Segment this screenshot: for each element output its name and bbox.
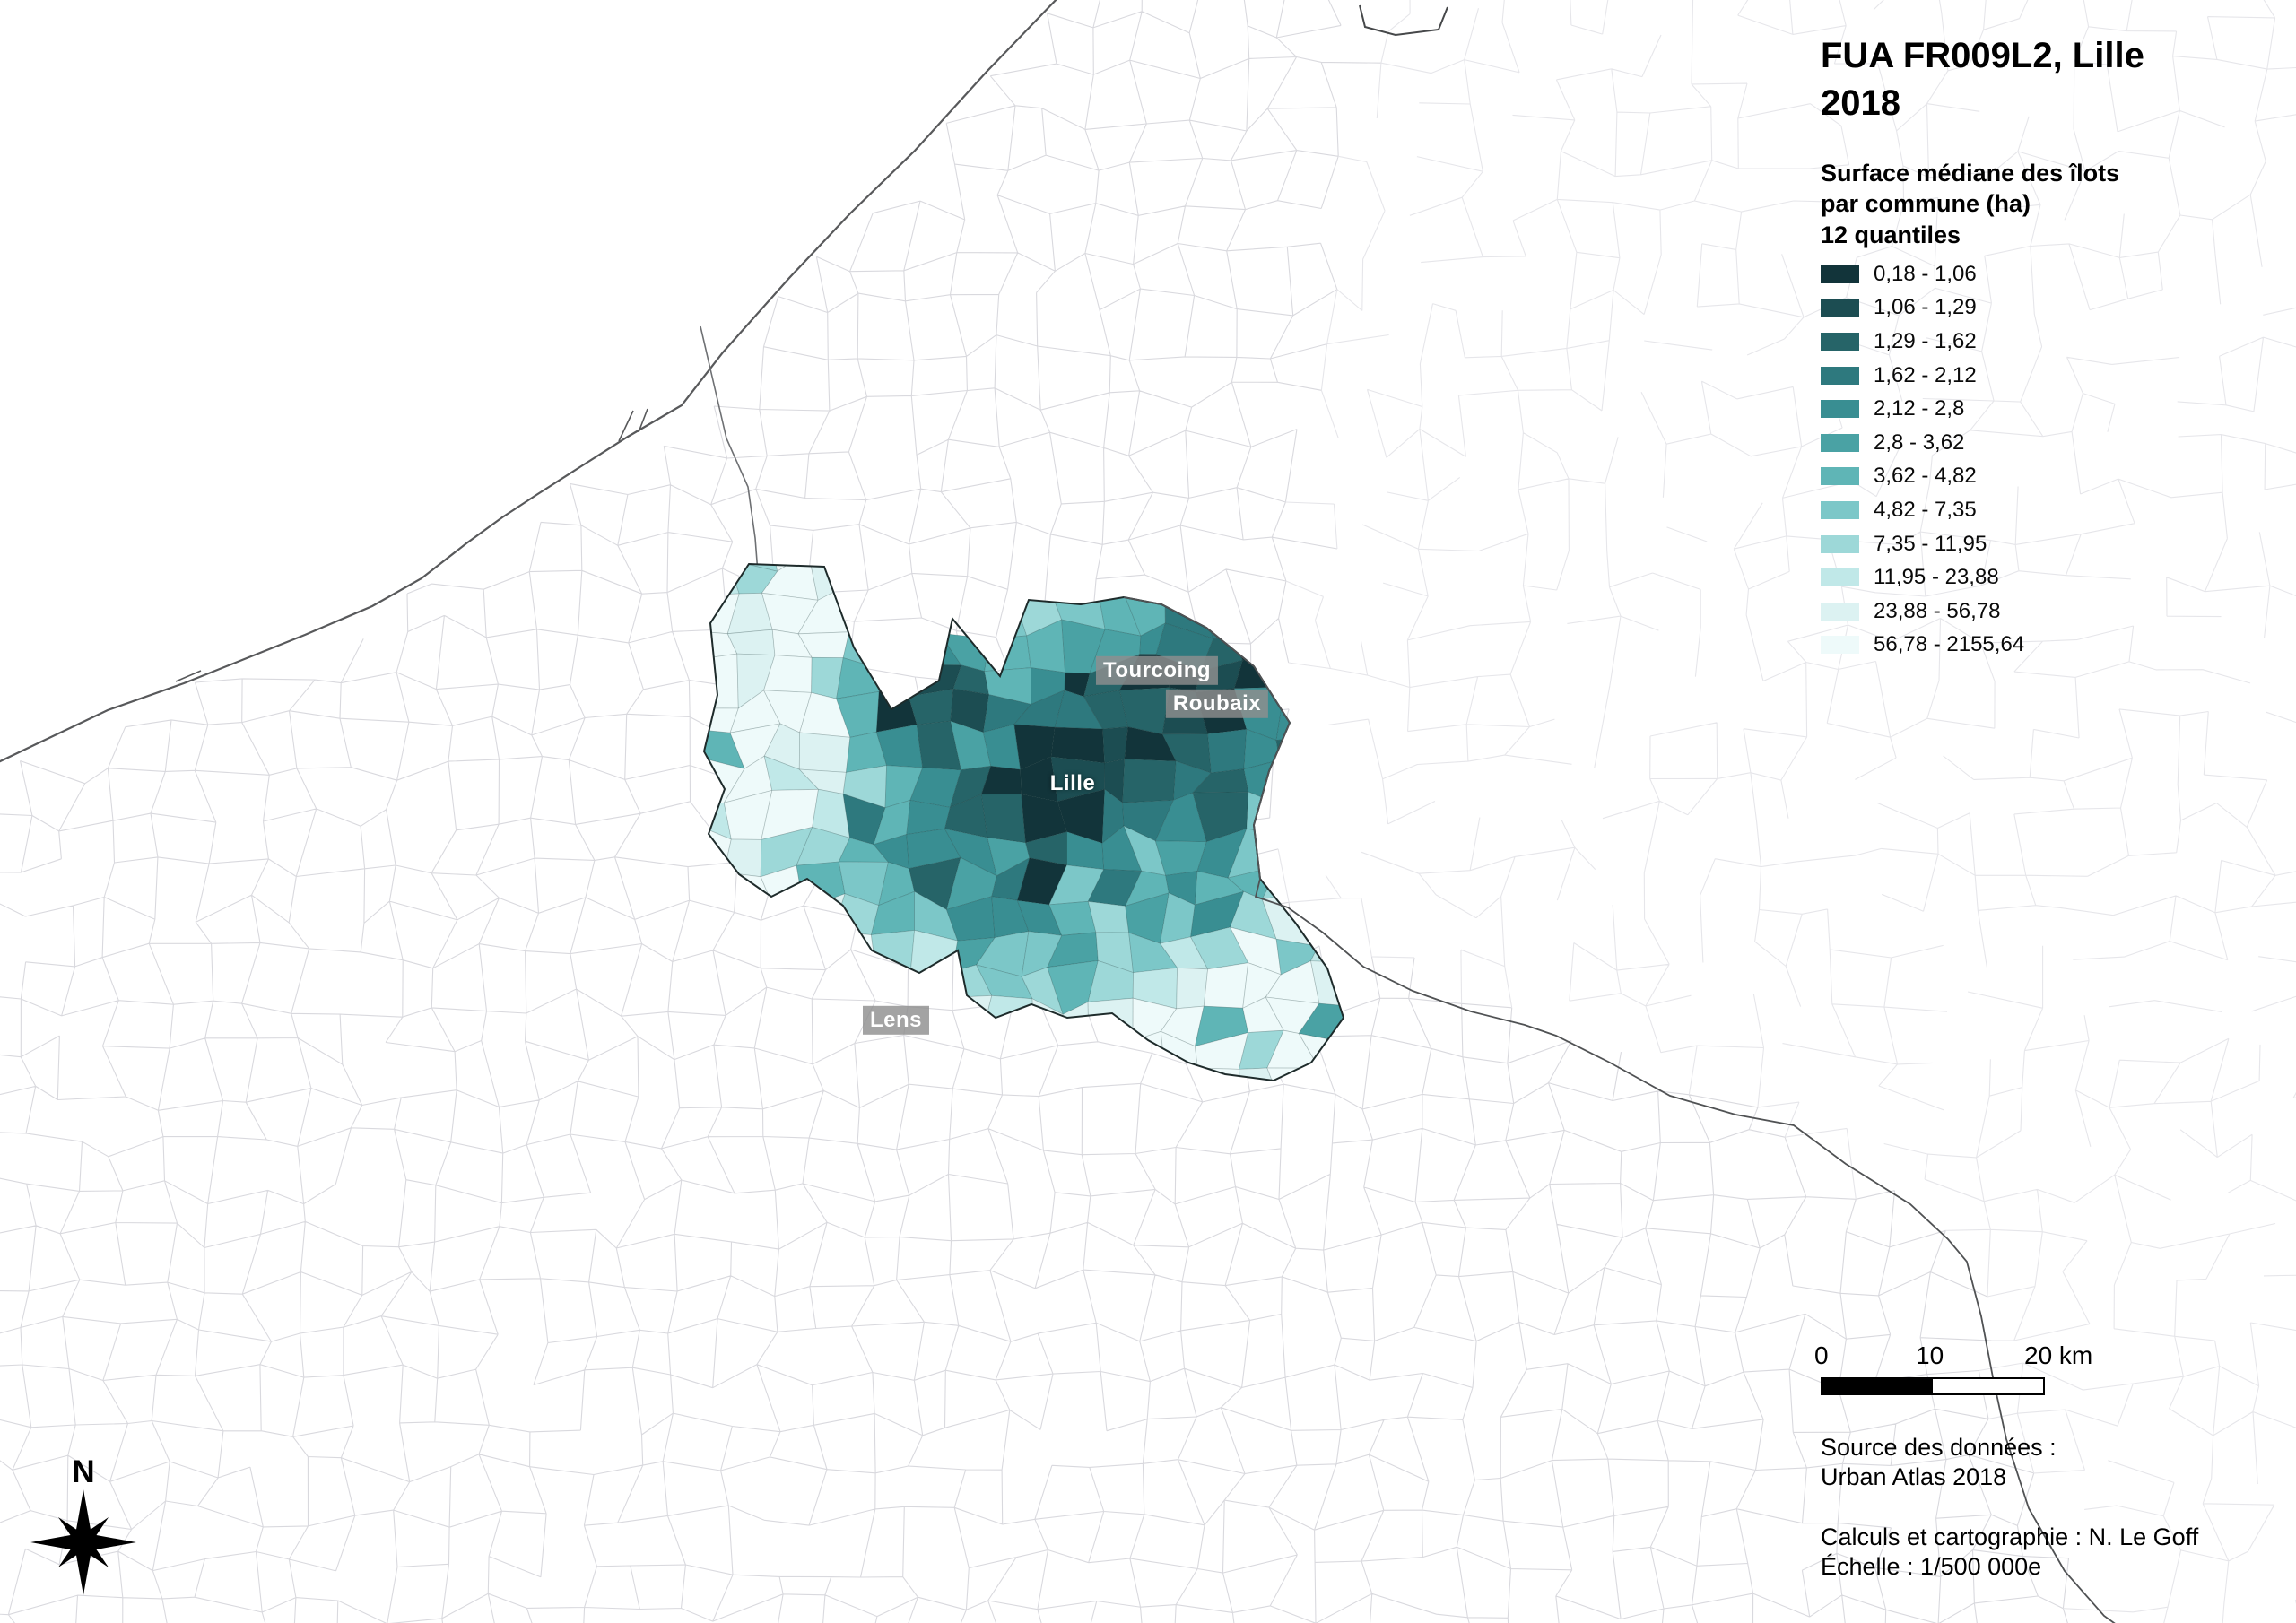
legend-label: 11,95 - 23,88 xyxy=(1874,565,1999,590)
north-label: N xyxy=(72,1454,95,1489)
scale-tick-10: 10 xyxy=(1916,1341,1944,1369)
country-border-north xyxy=(1359,4,1448,37)
scale-bar: 0 10 20 km xyxy=(1814,1341,2092,1395)
legend-title-line1: Surface médiane des îlots xyxy=(1821,160,2120,187)
legend-swatch xyxy=(1821,534,1859,553)
legend-title-line2: par commune (ha) xyxy=(1821,190,2031,218)
commune-cell xyxy=(1275,686,1312,742)
legend-label: 1,29 - 1,62 xyxy=(1874,328,1977,353)
source-line1: Source des données : xyxy=(1821,1434,2057,1461)
legend-label: 1,06 - 1,29 xyxy=(1874,295,1977,320)
city-label-lille: Lille xyxy=(1049,770,1096,795)
north-arrow-icon xyxy=(30,1489,136,1595)
legend-title: Surface médiane des îlots par commune (h… xyxy=(1821,158,2119,250)
commune-cell xyxy=(1207,728,1248,774)
legend-swatch xyxy=(1821,332,1859,351)
legend-row: 23,88 - 56,78 xyxy=(1821,595,2024,629)
commune-cell xyxy=(981,586,1028,639)
department-border xyxy=(700,325,760,586)
legend-label: 2,12 - 2,8 xyxy=(1874,396,1965,421)
commune-cell xyxy=(832,931,877,977)
city-label-lens: Lens xyxy=(862,1005,930,1036)
legend-swatch xyxy=(1821,500,1859,519)
scale-text-line: Échelle : 1/500 000e xyxy=(1821,1552,2042,1580)
scale-bar-labels: 0 10 20 km xyxy=(1814,1341,2092,1377)
legend: 0,18 - 1,06 1,06 - 1,29 1,29 - 1,62 1,62 - … xyxy=(1821,257,2024,662)
legend-swatch xyxy=(1821,636,1859,655)
legend-row: 4,82 - 7,35 xyxy=(1821,493,2024,527)
commune-cell xyxy=(878,664,910,698)
credits-line: Calculs et cartographie : N. Le Goff xyxy=(1821,1523,2199,1550)
legend-swatch xyxy=(1821,299,1859,317)
commune-cell xyxy=(767,564,809,572)
legend-label: 3,62 - 4,82 xyxy=(1874,464,1977,489)
commune-cell xyxy=(1176,967,1209,1010)
commune-cell xyxy=(1309,926,1344,964)
legend-swatch xyxy=(1821,602,1859,621)
city-label-roubaix: Roubaix xyxy=(1165,689,1269,719)
coastline xyxy=(0,0,1057,763)
commune-cell xyxy=(1122,759,1177,803)
legend-label: 1,62 - 2,12 xyxy=(1874,362,1977,387)
commune-cell xyxy=(1196,1067,1243,1081)
legend-row: 0,18 - 1,06 xyxy=(1821,257,2024,291)
commune-cell xyxy=(1087,997,1134,1043)
legend-row: 7,35 - 11,95 xyxy=(1821,527,2024,561)
legend-label: 2,8 - 3,62 xyxy=(1874,430,1965,455)
commune-cell xyxy=(980,794,1026,844)
scale-tick-0: 0 xyxy=(1814,1341,1829,1369)
fua-outline xyxy=(702,562,1345,1082)
commune-cell xyxy=(798,732,851,773)
legend-row: 11,95 - 23,88 xyxy=(1821,560,2024,595)
source-line2: Urban Atlas 2018 xyxy=(1821,1462,2007,1490)
source-note: Source des données : Urban Atlas 2018 Ca… xyxy=(1821,1433,2198,1582)
legend-row: 2,8 - 3,62 xyxy=(1821,426,2024,460)
commune-cell xyxy=(1102,726,1129,764)
legend-swatch xyxy=(1821,467,1859,486)
legend-title-line3: 12 quantiles xyxy=(1821,221,1961,248)
legend-label: 7,35 - 11,95 xyxy=(1874,531,1987,556)
commune-cell xyxy=(1266,1067,1320,1081)
harbour-detail xyxy=(175,408,648,682)
legend-swatch xyxy=(1821,433,1859,452)
scale-tick-20: 20 km xyxy=(2024,1341,2093,1369)
info-panel: FUA FR009L2, Lille 2018 Surface médiane … xyxy=(1814,0,2296,1623)
commune-cell xyxy=(1261,865,1315,900)
legend-row: 3,62 - 4,82 xyxy=(1821,460,2024,494)
legend-row: 2,12 - 2,8 xyxy=(1821,392,2024,426)
legend-row: 1,62 - 2,12 xyxy=(1821,359,2024,393)
legend-swatch xyxy=(1821,265,1859,283)
city-label-tourcoing: Tourcoing xyxy=(1095,655,1219,686)
legend-label: 56,78 - 2155,64 xyxy=(1874,632,2025,657)
legend-swatch xyxy=(1821,568,1859,587)
commune-cell xyxy=(940,994,993,1041)
commune-cell xyxy=(768,893,804,946)
scale-bar-rect xyxy=(1821,1377,2045,1395)
legend-row: 1,06 - 1,29 xyxy=(1821,291,2024,325)
legend-row: 56,78 - 2155,64 xyxy=(1821,629,2024,663)
legend-label: 4,82 - 7,35 xyxy=(1874,497,1977,522)
map-title: FUA FR009L2, Lille 2018 xyxy=(1821,32,2144,127)
legend-label: 23,88 - 56,78 xyxy=(1874,598,2001,623)
commune-cell xyxy=(1203,962,1249,1009)
map-title-line1: FUA FR009L2, Lille xyxy=(1821,36,2144,75)
legend-label: 0,18 - 1,06 xyxy=(1874,261,1977,286)
legend-swatch xyxy=(1821,366,1859,385)
scale-bar-filled-segment xyxy=(1822,1379,1933,1393)
legend-row: 1,29 - 1,62 xyxy=(1821,325,2024,359)
fua-choropleth xyxy=(704,564,1344,1081)
legend-swatch xyxy=(1821,400,1859,419)
map-title-line2: 2018 xyxy=(1821,82,1900,123)
